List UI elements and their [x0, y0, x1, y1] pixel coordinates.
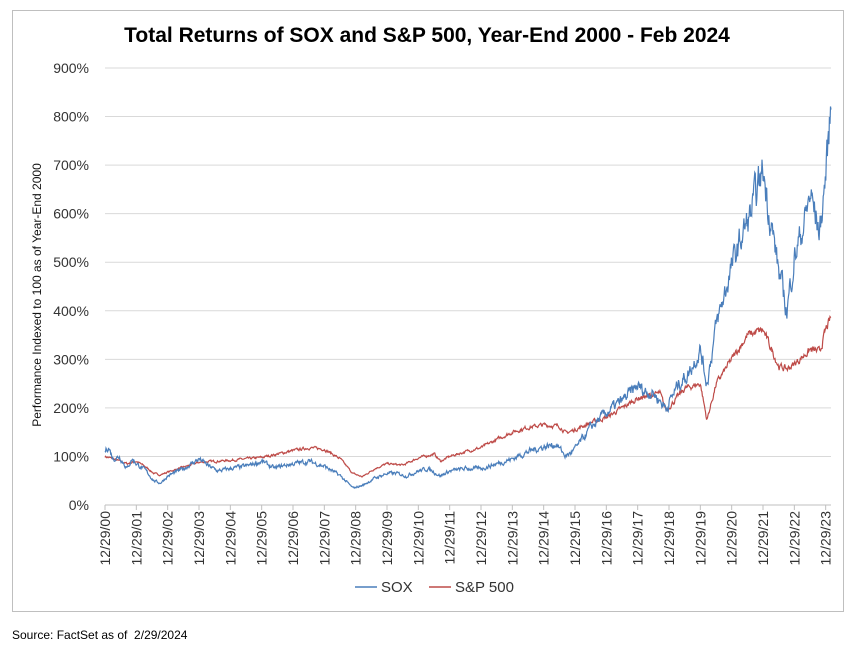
- x-tick-label: 12/29/03: [191, 511, 207, 566]
- y-tick-label: 700%: [53, 157, 89, 173]
- x-tick-label: 12/29/20: [724, 511, 740, 566]
- x-tick-label: 12/29/11: [442, 511, 458, 565]
- x-tick-label: 12/29/01: [128, 511, 144, 566]
- x-tick-label: 12/29/22: [786, 511, 802, 566]
- chart-frame: Total Returns of SOX and S&P 500, Year-E…: [12, 10, 844, 612]
- y-tick-label: 900%: [53, 60, 89, 76]
- y-tick-label: 600%: [53, 206, 89, 222]
- legend-label-sox: SOX: [381, 579, 413, 596]
- y-tick-label: 300%: [53, 351, 89, 367]
- legend: SOX S&P 500: [355, 579, 514, 596]
- x-tick-label: 12/29/19: [692, 511, 708, 566]
- x-tick-label: 12/29/06: [285, 511, 301, 566]
- chart-svg: Total Returns of SOX and S&P 500, Year-E…: [30, 24, 834, 596]
- series-line-sp500: [104, 315, 832, 478]
- x-tick-label: 12/29/16: [598, 511, 614, 566]
- x-tick-label: 12/29/00: [97, 511, 113, 566]
- y-tick-label: 100%: [53, 448, 89, 464]
- x-tick-label: 12/29/08: [348, 511, 364, 566]
- x-axis-ticks: 12/29/00 12/29/01 12/29/02 12/29/03 12/29/04…: [97, 505, 834, 566]
- y-tick-label: 200%: [53, 400, 89, 416]
- x-tick-label: 12/29/09: [379, 511, 395, 566]
- x-tick-label: 12/29/14: [536, 511, 552, 566]
- x-tick-label: 12/29/02: [160, 511, 176, 566]
- chart-title: Total Returns of SOX and S&P 500, Year-E…: [124, 24, 730, 47]
- y-axis-ticks: 0% 100% 200% 300% 400% 500% 600% 700% 800% 900%: [53, 60, 89, 513]
- x-tick-label: 12/29/21: [755, 511, 771, 566]
- x-tick-label: 12/29/10: [410, 511, 426, 566]
- y-tick-label: 500%: [53, 254, 89, 270]
- x-tick-label: 12/29/13: [504, 511, 520, 566]
- y-tick-label: 400%: [53, 303, 89, 319]
- x-tick-label: 12/29/12: [473, 511, 489, 566]
- series-lines: [104, 106, 832, 489]
- x-tick-label: 12/29/17: [630, 511, 646, 566]
- y-tick-label: 0%: [69, 497, 89, 513]
- legend-label-sp500: S&P 500: [455, 579, 514, 596]
- x-tick-label: 12/29/23: [818, 511, 834, 566]
- x-tick-label: 12/29/18: [661, 511, 677, 566]
- x-tick-label: 12/29/07: [316, 511, 332, 566]
- x-tick-label: 12/29/15: [567, 511, 583, 566]
- grid-lines: [105, 67, 831, 506]
- x-tick-label: 12/29/04: [222, 511, 238, 566]
- y-tick-label: 800%: [53, 109, 89, 125]
- source-note: Source: FactSet as of 2/29/2024: [12, 628, 188, 642]
- series-line-sox: [104, 106, 832, 489]
- x-tick-label: 12/29/05: [254, 511, 270, 566]
- y-axis-label: Performance Indexed to 100 as of Year-En…: [30, 163, 44, 427]
